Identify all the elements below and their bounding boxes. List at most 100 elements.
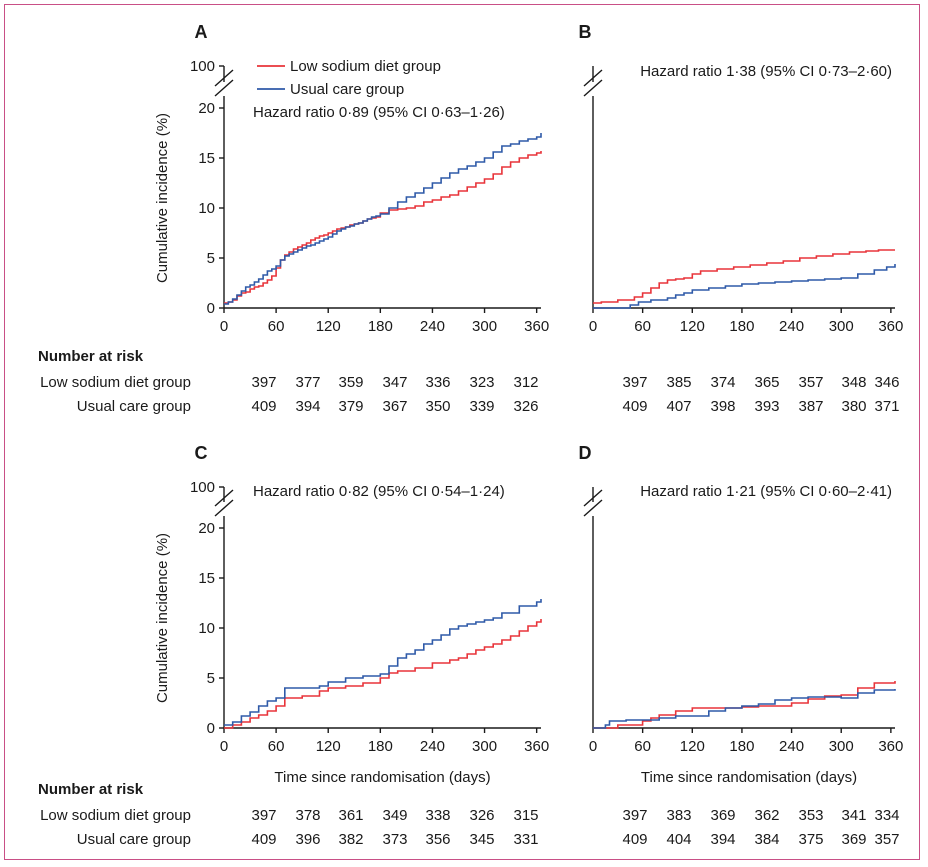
panel-letter-C: C bbox=[195, 443, 208, 463]
y-tick-label-A: 10 bbox=[198, 200, 215, 217]
axis-break-mark-C bbox=[214, 499, 234, 517]
risk-count-low-sodium-D: 383 bbox=[666, 807, 691, 824]
x-tick-label-D: 120 bbox=[680, 738, 705, 755]
risk-count-low-sodium-B: 365 bbox=[754, 374, 779, 391]
risk-count-usual-care-B: 409 bbox=[622, 398, 647, 415]
axis-break-mark-D bbox=[583, 489, 603, 507]
risk-count-low-sodium-C: 349 bbox=[382, 807, 407, 824]
risk-count-low-sodium-A: 336 bbox=[425, 374, 450, 391]
risk-count-low-sodium-D: 369 bbox=[710, 807, 735, 824]
risk-count-usual-care-D: 357 bbox=[874, 831, 899, 848]
risk-count-usual-care-D: 404 bbox=[666, 831, 691, 848]
risk-count-usual-care-D: 384 bbox=[754, 831, 779, 848]
x-tick-label-C: 0 bbox=[220, 738, 228, 755]
risk-table-heading: Number at risk bbox=[38, 781, 144, 798]
risk-count-usual-care-A: 367 bbox=[382, 398, 407, 415]
risk-count-low-sodium-C: 397 bbox=[251, 807, 276, 824]
x-tick-label-B: 120 bbox=[680, 318, 705, 335]
panel-letter-B: B bbox=[579, 22, 592, 42]
risk-count-low-sodium-D: 397 bbox=[622, 807, 647, 824]
risk-count-usual-care-A: 326 bbox=[513, 398, 538, 415]
y-tick-label-C: 0 bbox=[207, 720, 215, 737]
axis-break-mark-D bbox=[583, 499, 603, 517]
risk-count-low-sodium-A: 347 bbox=[382, 374, 407, 391]
risk-count-usual-care-C: 345 bbox=[469, 831, 494, 848]
x-tick-label-C: 300 bbox=[472, 738, 497, 755]
x-tick-label-C: 60 bbox=[268, 738, 285, 755]
usual-care-curve-A bbox=[224, 133, 542, 305]
risk-count-low-sodium-B: 357 bbox=[798, 374, 823, 391]
axis-break-mark-C bbox=[214, 489, 234, 507]
risk-count-low-sodium-C: 338 bbox=[425, 807, 450, 824]
x-tick-label-D: 360 bbox=[878, 738, 903, 755]
y-tick-label-C: 5 bbox=[207, 670, 215, 687]
y-axis-label-C: Cumulative incidence (%) bbox=[154, 533, 171, 703]
risk-count-usual-care-D: 394 bbox=[710, 831, 735, 848]
risk-row-label-low-sodium: Low sodium diet group bbox=[40, 807, 191, 824]
risk-count-low-sodium-B: 348 bbox=[841, 374, 866, 391]
risk-count-usual-care-A: 379 bbox=[338, 398, 363, 415]
panel-letter-D: D bbox=[579, 443, 592, 463]
y-tick-label-A: 5 bbox=[207, 250, 215, 267]
risk-count-usual-care-A: 339 bbox=[469, 398, 494, 415]
risk-count-low-sodium-D: 362 bbox=[754, 807, 779, 824]
risk-count-low-sodium-A: 377 bbox=[295, 374, 320, 391]
risk-count-usual-care-B: 393 bbox=[754, 398, 779, 415]
risk-count-usual-care-B: 380 bbox=[841, 398, 866, 415]
risk-count-low-sodium-D: 334 bbox=[874, 807, 899, 824]
risk-count-usual-care-B: 371 bbox=[874, 398, 899, 415]
hazard-ratio-D: Hazard ratio 1·21 (95% CI 0·60–2·41) bbox=[640, 483, 892, 500]
axis-break-mark-B bbox=[583, 69, 603, 87]
risk-count-usual-care-D: 375 bbox=[798, 831, 823, 848]
x-tick-label-B: 240 bbox=[779, 318, 804, 335]
risk-count-low-sodium-A: 312 bbox=[513, 374, 538, 391]
legend-label-low-sodium: Low sodium diet group bbox=[290, 58, 441, 75]
risk-count-usual-care-C: 356 bbox=[425, 831, 450, 848]
risk-count-usual-care-A: 350 bbox=[425, 398, 450, 415]
x-tick-label-B: 300 bbox=[829, 318, 854, 335]
low-sodium-curve-B bbox=[593, 249, 895, 304]
hazard-ratio-B: Hazard ratio 1·38 (95% CI 0·73–2·60) bbox=[640, 63, 892, 80]
risk-count-low-sodium-A: 359 bbox=[338, 374, 363, 391]
hazard-ratio-A: Hazard ratio 0·89 (95% CI 0·63–1·26) bbox=[253, 104, 505, 121]
hazard-ratio-C: Hazard ratio 0·82 (95% CI 0·54–1·24) bbox=[253, 483, 505, 500]
axis-break-mark-B bbox=[583, 79, 603, 97]
risk-count-low-sodium-B: 346 bbox=[874, 374, 899, 391]
x-tick-label-A: 360 bbox=[524, 318, 549, 335]
x-axis-label-C: Time since randomisation (days) bbox=[274, 769, 490, 786]
legend-label-usual-care: Usual care group bbox=[290, 81, 404, 98]
risk-count-low-sodium-C: 378 bbox=[295, 807, 320, 824]
y-tick-label-C: 15 bbox=[198, 570, 215, 587]
usual-care-curve-D bbox=[593, 689, 896, 729]
x-tick-label-B: 60 bbox=[634, 318, 651, 335]
risk-count-low-sodium-C: 326 bbox=[469, 807, 494, 824]
x-tick-label-B: 180 bbox=[729, 318, 754, 335]
risk-count-usual-care-D: 369 bbox=[841, 831, 866, 848]
x-tick-label-D: 60 bbox=[634, 738, 651, 755]
risk-count-low-sodium-B: 374 bbox=[710, 374, 735, 391]
risk-table-heading: Number at risk bbox=[38, 348, 144, 365]
usual-care-curve-C bbox=[224, 599, 542, 726]
x-tick-label-A: 120 bbox=[316, 318, 341, 335]
x-tick-label-B: 360 bbox=[878, 318, 903, 335]
risk-count-low-sodium-C: 315 bbox=[513, 807, 538, 824]
axis-break-mark-A bbox=[214, 79, 234, 97]
risk-row-label-usual-care: Usual care group bbox=[77, 831, 191, 848]
x-tick-label-C: 360 bbox=[524, 738, 549, 755]
risk-count-usual-care-A: 409 bbox=[251, 398, 276, 415]
x-tick-label-A: 180 bbox=[368, 318, 393, 335]
risk-count-low-sodium-D: 353 bbox=[798, 807, 823, 824]
risk-count-usual-care-D: 409 bbox=[622, 831, 647, 848]
x-tick-label-D: 300 bbox=[829, 738, 854, 755]
low-sodium-curve-C bbox=[224, 619, 542, 729]
risk-count-usual-care-B: 398 bbox=[710, 398, 735, 415]
risk-count-low-sodium-A: 397 bbox=[251, 374, 276, 391]
risk-count-usual-care-C: 373 bbox=[382, 831, 407, 848]
risk-count-usual-care-C: 409 bbox=[251, 831, 276, 848]
risk-count-usual-care-B: 407 bbox=[666, 398, 691, 415]
x-tick-label-D: 240 bbox=[779, 738, 804, 755]
x-tick-label-D: 0 bbox=[589, 738, 597, 755]
y-tick-label-C: 10 bbox=[198, 620, 215, 637]
risk-count-usual-care-C: 331 bbox=[513, 831, 538, 848]
